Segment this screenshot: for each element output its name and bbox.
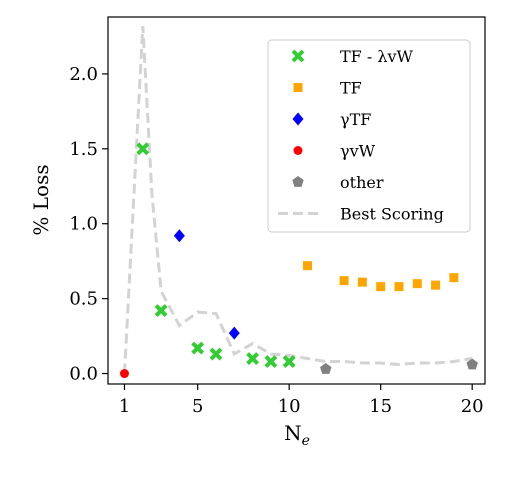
x-axis-title: Ne	[284, 421, 310, 449]
data-point-tf	[302, 261, 312, 271]
y-tick-label: 0.0	[69, 364, 98, 385]
data-point-tf-vw	[154, 304, 168, 318]
x-tick-label: 15	[369, 396, 392, 417]
data-point-other	[320, 363, 332, 374]
data-point-tf-vw	[191, 341, 205, 355]
y-tick-label: 2.0	[69, 64, 98, 85]
x-axis-ticks: 1 5 10 15 20	[119, 384, 484, 417]
legend-label-vw: γvW	[340, 142, 376, 161]
x-tick-label: 10	[278, 396, 301, 417]
legend-box	[267, 39, 471, 233]
data-point-tf-vw	[282, 355, 296, 368]
data-point-tf	[376, 282, 386, 292]
legend: TF - λvW TF γTF γvW other Best Scoring	[267, 39, 471, 233]
legend-swatch-tf	[293, 83, 303, 92]
data-point-tf-vw	[209, 347, 223, 361]
legend-swatch-vw	[293, 146, 303, 155]
data-point-tf-vw	[246, 352, 259, 365]
y-tick-label: 1.5	[69, 139, 98, 160]
y-tick-label: 0.5	[69, 289, 98, 310]
data-point-tf-vw	[136, 142, 150, 156]
legend-label-tf-vw: TF - λvW	[340, 47, 414, 66]
legend-label-other: other	[340, 173, 384, 192]
data-point-tf	[431, 280, 441, 290]
data-point-tf-vw	[264, 355, 278, 368]
data-point-tf	[228, 326, 240, 340]
x-tick-label: 20	[461, 396, 484, 417]
data-point-tf	[449, 273, 459, 283]
data-point-tf	[173, 229, 185, 243]
series-lines	[123, 25, 473, 374]
series-line-best-scoring	[123, 25, 473, 374]
data-point-vw	[119, 369, 129, 379]
series-markers	[119, 142, 478, 379]
plot-area	[107, 16, 486, 385]
data-point-other	[466, 358, 478, 370]
data-point-tf	[339, 276, 349, 286]
data-point-tf	[357, 277, 367, 287]
y-tick-label: 1.0	[69, 214, 98, 235]
data-point-tf	[412, 279, 422, 289]
legend-label-tf: γTF	[340, 110, 371, 129]
legend-swatch-tf	[292, 112, 304, 126]
legend-swatch-other	[292, 176, 304, 187]
y-axis-title: % Loss	[29, 164, 53, 235]
legend-label-tf: TF	[340, 79, 362, 98]
y-axis-ticks: 0.0 0.5 1.0 1.5 2.0	[69, 64, 108, 385]
x-tick-label: 1	[119, 396, 130, 417]
data-point-tf	[394, 282, 404, 292]
x-tick-label: 5	[192, 396, 203, 417]
legend-label-best-scoring: Best Scoring	[340, 205, 444, 224]
legend-swatch-tf-vw	[291, 49, 305, 63]
